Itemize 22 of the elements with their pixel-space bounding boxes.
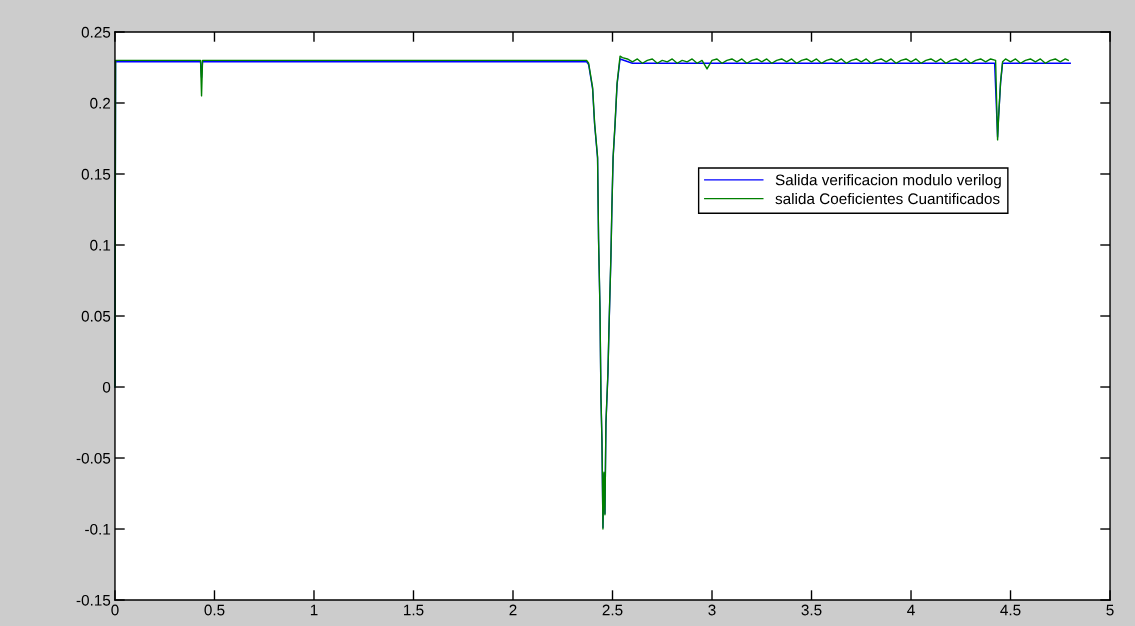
y-tick-label: 0.1	[90, 239, 111, 251]
x-tick-label: 3.5	[801, 604, 822, 616]
x-tick-label: 0.5	[204, 604, 225, 616]
y-tick-label: 0.15	[81, 168, 111, 180]
y-tick-label: 0.05	[81, 310, 111, 322]
y-tick-label: -0.05	[76, 452, 111, 464]
y-tick-label: 0.25	[81, 26, 111, 38]
x-tick-label: 2.5	[602, 604, 623, 616]
x-tick-label: 1.5	[404, 604, 424, 616]
x-tick-label: 4	[907, 604, 915, 616]
x-tick-label: 4.5	[1000, 604, 1021, 616]
x-tick-label: 3	[708, 604, 716, 616]
x-tick-label: 1	[310, 604, 318, 616]
x-tick-label: 0	[111, 604, 119, 616]
y-tick-label: -0.1	[85, 523, 111, 535]
legend-label: Salida verificacion modulo verilog	[775, 174, 1001, 189]
legend-label: salida Coeficientes Cuantificados	[775, 192, 1000, 205]
y-tick-label: 0	[102, 381, 111, 393]
x-tick-label: 2	[509, 604, 517, 616]
y-tick-label: -0.15	[76, 594, 111, 606]
x-tick-label: 5	[1106, 604, 1114, 616]
y-tick-label: 0.2	[90, 97, 111, 109]
